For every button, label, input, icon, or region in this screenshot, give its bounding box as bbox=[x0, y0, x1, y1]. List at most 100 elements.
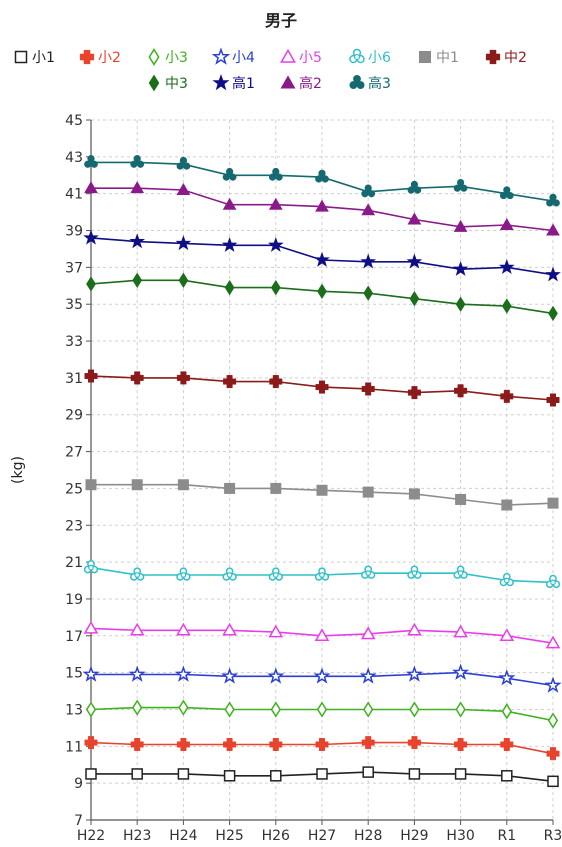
data-point bbox=[177, 479, 189, 491]
data-point bbox=[407, 212, 422, 225]
data-point bbox=[453, 624, 468, 638]
data-point bbox=[546, 393, 560, 407]
data-point bbox=[224, 701, 235, 718]
legend-item[interactable]: 小5 bbox=[280, 48, 322, 66]
legend-item[interactable]: 中3 bbox=[148, 74, 188, 92]
x-tick-label: H29 bbox=[400, 828, 428, 844]
data-point bbox=[224, 482, 236, 494]
y-tick-label: 9 bbox=[74, 776, 83, 792]
series-10 bbox=[83, 229, 561, 282]
legend-marker bbox=[280, 48, 296, 63]
legend-item[interactable]: 高2 bbox=[280, 75, 322, 92]
legend-item[interactable]: 高1 bbox=[212, 74, 255, 92]
legend-item[interactable]: 中1 bbox=[419, 50, 459, 66]
data-point bbox=[407, 180, 422, 194]
series-12 bbox=[84, 155, 560, 207]
y-tick-label: 25 bbox=[65, 481, 83, 497]
data-point bbox=[361, 736, 375, 750]
data-point bbox=[83, 229, 99, 245]
data-point bbox=[362, 486, 374, 498]
data-point bbox=[175, 235, 192, 251]
data-point bbox=[360, 626, 376, 640]
legend-item[interactable]: 小2 bbox=[79, 49, 121, 66]
data-point bbox=[361, 184, 376, 198]
series-3 bbox=[85, 699, 559, 729]
data-point bbox=[315, 169, 329, 183]
data-point bbox=[544, 676, 562, 693]
data-point bbox=[499, 186, 514, 200]
data-point bbox=[409, 701, 420, 718]
data-point bbox=[178, 272, 189, 288]
x-tick-label: H22 bbox=[77, 828, 105, 844]
legend-item[interactable]: 小6 bbox=[349, 48, 391, 66]
data-point bbox=[131, 479, 143, 491]
legend-label: 中1 bbox=[436, 50, 459, 66]
data-point bbox=[176, 156, 191, 170]
data-point bbox=[453, 565, 468, 579]
grid bbox=[90, 119, 554, 821]
data-point bbox=[130, 155, 145, 168]
data-point bbox=[132, 699, 143, 716]
data-point bbox=[132, 272, 143, 288]
data-point bbox=[455, 493, 467, 505]
legend-marker bbox=[212, 74, 230, 91]
data-point bbox=[360, 253, 377, 269]
x-tick-label: H26 bbox=[262, 828, 290, 844]
y-tick-label: 29 bbox=[65, 408, 83, 424]
data-point bbox=[83, 620, 99, 634]
data-point bbox=[176, 737, 190, 751]
chart-title: 男子 bbox=[265, 11, 297, 30]
series-2 bbox=[84, 736, 560, 761]
y-tick-label: 33 bbox=[65, 334, 83, 350]
x-tick-label: H25 bbox=[215, 828, 243, 844]
data-point bbox=[315, 737, 329, 751]
data-point bbox=[128, 665, 146, 682]
data-point bbox=[455, 296, 466, 312]
data-point bbox=[176, 182, 191, 195]
legend-item[interactable]: 中2 bbox=[485, 49, 527, 66]
data-point bbox=[409, 290, 420, 307]
y-tick-label: 23 bbox=[65, 518, 83, 534]
legend-label: 小2 bbox=[98, 50, 121, 66]
y-tick-label: 43 bbox=[65, 150, 83, 166]
data-point bbox=[84, 155, 98, 168]
legend-marker bbox=[349, 74, 365, 89]
data-point bbox=[314, 251, 330, 267]
y-tick-label: 39 bbox=[65, 224, 83, 240]
legend-label: 小3 bbox=[165, 50, 188, 66]
y-axis-label: (kg) bbox=[10, 456, 26, 484]
legend-marker bbox=[349, 48, 365, 64]
y-tick-label: 21 bbox=[65, 555, 83, 571]
legend-item[interactable]: 小1 bbox=[14, 50, 55, 66]
legend-label: 中2 bbox=[504, 50, 527, 66]
x-tick-label: H27 bbox=[308, 828, 336, 844]
data-point bbox=[174, 665, 192, 682]
legend-item[interactable]: 高3 bbox=[349, 74, 391, 92]
data-point bbox=[268, 167, 283, 181]
data-point bbox=[270, 279, 281, 296]
y-tick-label: 19 bbox=[65, 592, 83, 608]
data-point bbox=[454, 737, 468, 751]
data-point bbox=[363, 701, 374, 718]
x-tick-label: H28 bbox=[354, 828, 382, 844]
legend-marker bbox=[419, 51, 431, 63]
series-group bbox=[82, 155, 562, 788]
data-point bbox=[222, 567, 237, 581]
data-point bbox=[498, 669, 516, 686]
data-point bbox=[454, 768, 467, 780]
legend-item[interactable]: 小4 bbox=[211, 47, 255, 66]
data-point bbox=[546, 223, 560, 236]
series-7 bbox=[85, 479, 559, 511]
series-11 bbox=[84, 181, 560, 236]
data-point bbox=[453, 219, 468, 232]
data-point bbox=[270, 482, 282, 494]
series-9 bbox=[86, 272, 558, 322]
legend-label: 高3 bbox=[368, 75, 391, 92]
legend-marker bbox=[211, 47, 231, 65]
data-point bbox=[84, 181, 98, 194]
legend-item[interactable]: 小3 bbox=[148, 48, 188, 66]
data-point bbox=[545, 574, 561, 589]
data-point bbox=[130, 181, 145, 194]
data-point bbox=[406, 253, 423, 269]
series-5 bbox=[83, 620, 561, 649]
